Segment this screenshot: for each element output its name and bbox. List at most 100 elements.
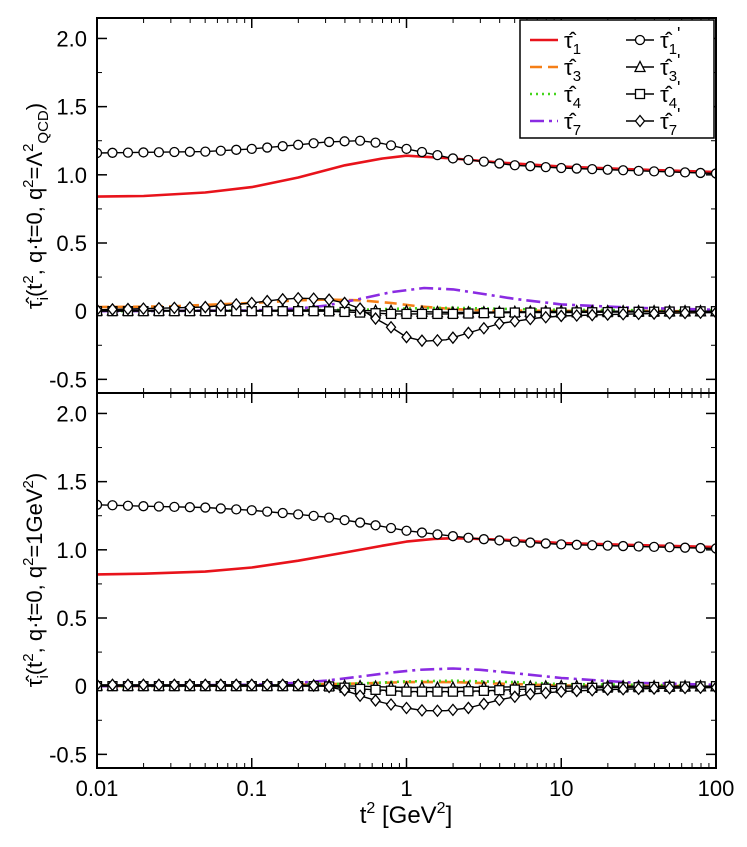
marker-diamond	[524, 687, 536, 701]
marker-circle	[354, 135, 366, 146]
marker-square	[401, 686, 412, 697]
y-tick-label: 1.0	[56, 163, 87, 188]
marker-circle	[509, 160, 520, 171]
marker-diamond	[97, 303, 103, 317]
marker-circle	[293, 139, 304, 150]
marker-square	[478, 685, 490, 696]
marker-square	[432, 686, 443, 697]
marker-circle	[695, 167, 706, 179]
marker-circle	[602, 540, 613, 551]
marker-diamond	[540, 686, 552, 700]
marker-diamond	[169, 678, 180, 692]
marker-diamond	[540, 310, 552, 324]
marker-diamond	[524, 312, 536, 326]
marker-circle	[262, 506, 273, 517]
marker-circle	[308, 138, 319, 149]
marker-square	[385, 685, 397, 696]
marker-diamond	[478, 697, 490, 711]
marker-square	[385, 308, 397, 320]
marker-diamond	[633, 682, 644, 696]
x-tick-label: 100	[698, 776, 735, 801]
marker-diamond	[385, 697, 397, 712]
marker-circle	[679, 167, 691, 178]
marker-diamond	[122, 678, 134, 692]
marker-diamond	[215, 678, 227, 692]
y-tick-label: 0	[75, 299, 87, 324]
marker-circle	[153, 147, 165, 158]
marker-diamond	[463, 326, 474, 340]
marker-circle	[107, 500, 118, 511]
marker-diamond	[416, 703, 428, 717]
marker-circle	[648, 541, 660, 553]
marker-diamond	[184, 300, 196, 315]
marker-diamond	[153, 678, 165, 692]
marker-square	[277, 306, 288, 317]
marker-diamond	[664, 306, 675, 320]
marker-square	[416, 308, 428, 320]
x-tick-label: 0.1	[236, 776, 267, 801]
marker-diamond	[184, 678, 196, 692]
marker-diamond	[199, 300, 211, 314]
legend-marker-triangle	[633, 60, 647, 73]
marker-diamond	[447, 331, 459, 345]
marker-square	[463, 686, 474, 697]
marker-circle	[540, 161, 551, 173]
marker-square	[323, 306, 335, 317]
marker-circle	[231, 144, 242, 155]
marker-diamond	[447, 703, 459, 717]
marker-diamond	[695, 306, 706, 320]
marker-diamond	[339, 683, 350, 697]
marker-diamond	[416, 334, 428, 348]
marker-circle	[664, 542, 675, 553]
marker-circle	[231, 504, 242, 515]
x-tick-label: 1	[400, 776, 412, 801]
marker-circle	[447, 153, 459, 164]
y-tick-label: 1.0	[56, 538, 87, 563]
marker-circle	[587, 540, 598, 551]
marker-circle	[618, 540, 629, 552]
legend-marker-square	[634, 88, 646, 100]
marker-diamond	[153, 301, 165, 315]
marker-diamond	[509, 690, 521, 704]
marker-diamond	[695, 681, 706, 695]
marker-circle	[323, 136, 335, 148]
marker-circle	[401, 525, 412, 536]
marker-circle	[246, 505, 257, 516]
marker-circle	[618, 165, 629, 176]
marker-square	[293, 306, 304, 317]
marker-diamond	[586, 308, 598, 322]
marker-square	[447, 686, 459, 697]
marker-circle	[463, 154, 474, 166]
marker-circle	[416, 527, 428, 538]
marker-diamond	[215, 299, 227, 313]
legend-marker-circle	[634, 34, 646, 46]
marker-circle	[122, 500, 134, 511]
marker-square	[401, 308, 412, 320]
marker-circle	[293, 509, 304, 520]
marker-diamond	[385, 320, 397, 334]
marker-diamond	[494, 693, 505, 707]
marker-diamond	[463, 701, 474, 715]
marker-diamond	[586, 683, 598, 697]
marker-diamond	[509, 314, 521, 328]
x-tick-label: 10	[549, 776, 573, 801]
marker-diamond	[370, 693, 381, 707]
marker-circle	[525, 537, 536, 548]
series-group	[97, 135, 716, 348]
marker-circle	[447, 531, 459, 542]
marker-diamond	[261, 678, 273, 692]
marker-square	[432, 308, 443, 320]
marker-diamond	[679, 681, 691, 695]
y-tick-label: 2.0	[56, 26, 87, 51]
marker-diamond	[571, 684, 583, 698]
marker-circle	[138, 501, 149, 512]
marker-circle	[494, 158, 505, 169]
marker-circle	[587, 163, 598, 175]
marker-circle	[277, 141, 288, 152]
marker-diamond	[710, 306, 716, 320]
marker-diamond	[664, 681, 675, 695]
top-panel: -0.5 0 0.5 1.0 1.5 2.0	[49, 17, 717, 394]
marker-circle	[664, 166, 675, 178]
marker-diamond	[401, 701, 412, 715]
y-tick-label: -0.5	[49, 367, 87, 392]
